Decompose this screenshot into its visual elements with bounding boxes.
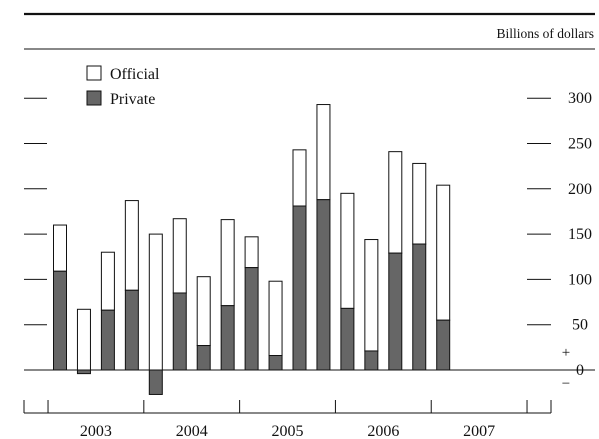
legend-swatch-private (86, 90, 102, 106)
x-axis (23, 400, 552, 414)
bar-official-2 (100, 251, 115, 311)
year-labels: 2003 2004 2005 2006 2007 (80, 423, 495, 439)
y-tick-labels: 050100150200250300 (568, 90, 592, 379)
year-label-2003: 2003 (80, 423, 112, 439)
bar-private-7 (220, 305, 235, 371)
bar-official-6 (196, 276, 211, 347)
unit-label: Billions of dollars (497, 26, 595, 41)
legend-label-official: Official (110, 66, 160, 83)
year-label-2004: 2004 (176, 423, 208, 439)
zero-minus-sign: − (562, 376, 570, 392)
y-tick-label-150: 150 (568, 226, 592, 243)
y-tick-label-50: 50 (572, 317, 588, 334)
bar-private-6 (196, 345, 211, 371)
bar-official-5 (172, 218, 187, 294)
bar-private-8 (244, 267, 259, 371)
bar-official-11 (316, 104, 331, 201)
bar-private-9 (268, 355, 283, 371)
bar-official-12 (340, 192, 355, 309)
legend-label-private: Private (110, 91, 155, 108)
bar-official-8 (244, 236, 259, 269)
right-ticks (527, 97, 551, 326)
bar-private-0 (53, 270, 67, 371)
bar-official-0 (53, 224, 67, 272)
bar-private-12 (340, 307, 355, 371)
bar-official-14 (388, 151, 403, 254)
bar-official-15 (412, 162, 427, 245)
year-label-2007: 2007 (463, 423, 495, 439)
bar-private-2 (100, 309, 115, 371)
bar-private-13 (364, 350, 379, 371)
legend: Official Private (86, 65, 160, 108)
bar-official-3 (124, 200, 139, 291)
bar-private-11 (316, 199, 331, 371)
zero-plus-sign: + (562, 345, 570, 361)
bar-private-1 (76, 369, 91, 375)
bar-private-15 (412, 243, 427, 371)
bar-official-10 (292, 149, 307, 207)
bar-official-4 (148, 233, 163, 371)
bar-private-14 (388, 252, 403, 371)
bar-private-3 (124, 289, 139, 371)
bar-official-13 (364, 239, 379, 352)
y-tick-label-200: 200 (568, 181, 592, 198)
bars (53, 104, 451, 395)
bar-official-9 (268, 280, 283, 357)
y-tick-label-300: 300 (568, 90, 592, 107)
bar-private-5 (172, 292, 187, 371)
bar-private-10 (292, 205, 307, 371)
y-tick-label-100: 100 (568, 271, 592, 288)
left-ticks (24, 97, 47, 326)
bar-official-1 (76, 308, 91, 371)
bar-private-4 (148, 369, 163, 395)
bar-official-7 (220, 219, 235, 307)
year-label-2005: 2005 (272, 423, 304, 439)
year-label-2006: 2006 (367, 423, 399, 439)
bar-private-16 (436, 319, 451, 371)
legend-swatch-official (86, 65, 102, 81)
bar-official-16 (436, 184, 451, 321)
y-tick-label-250: 250 (568, 136, 592, 153)
